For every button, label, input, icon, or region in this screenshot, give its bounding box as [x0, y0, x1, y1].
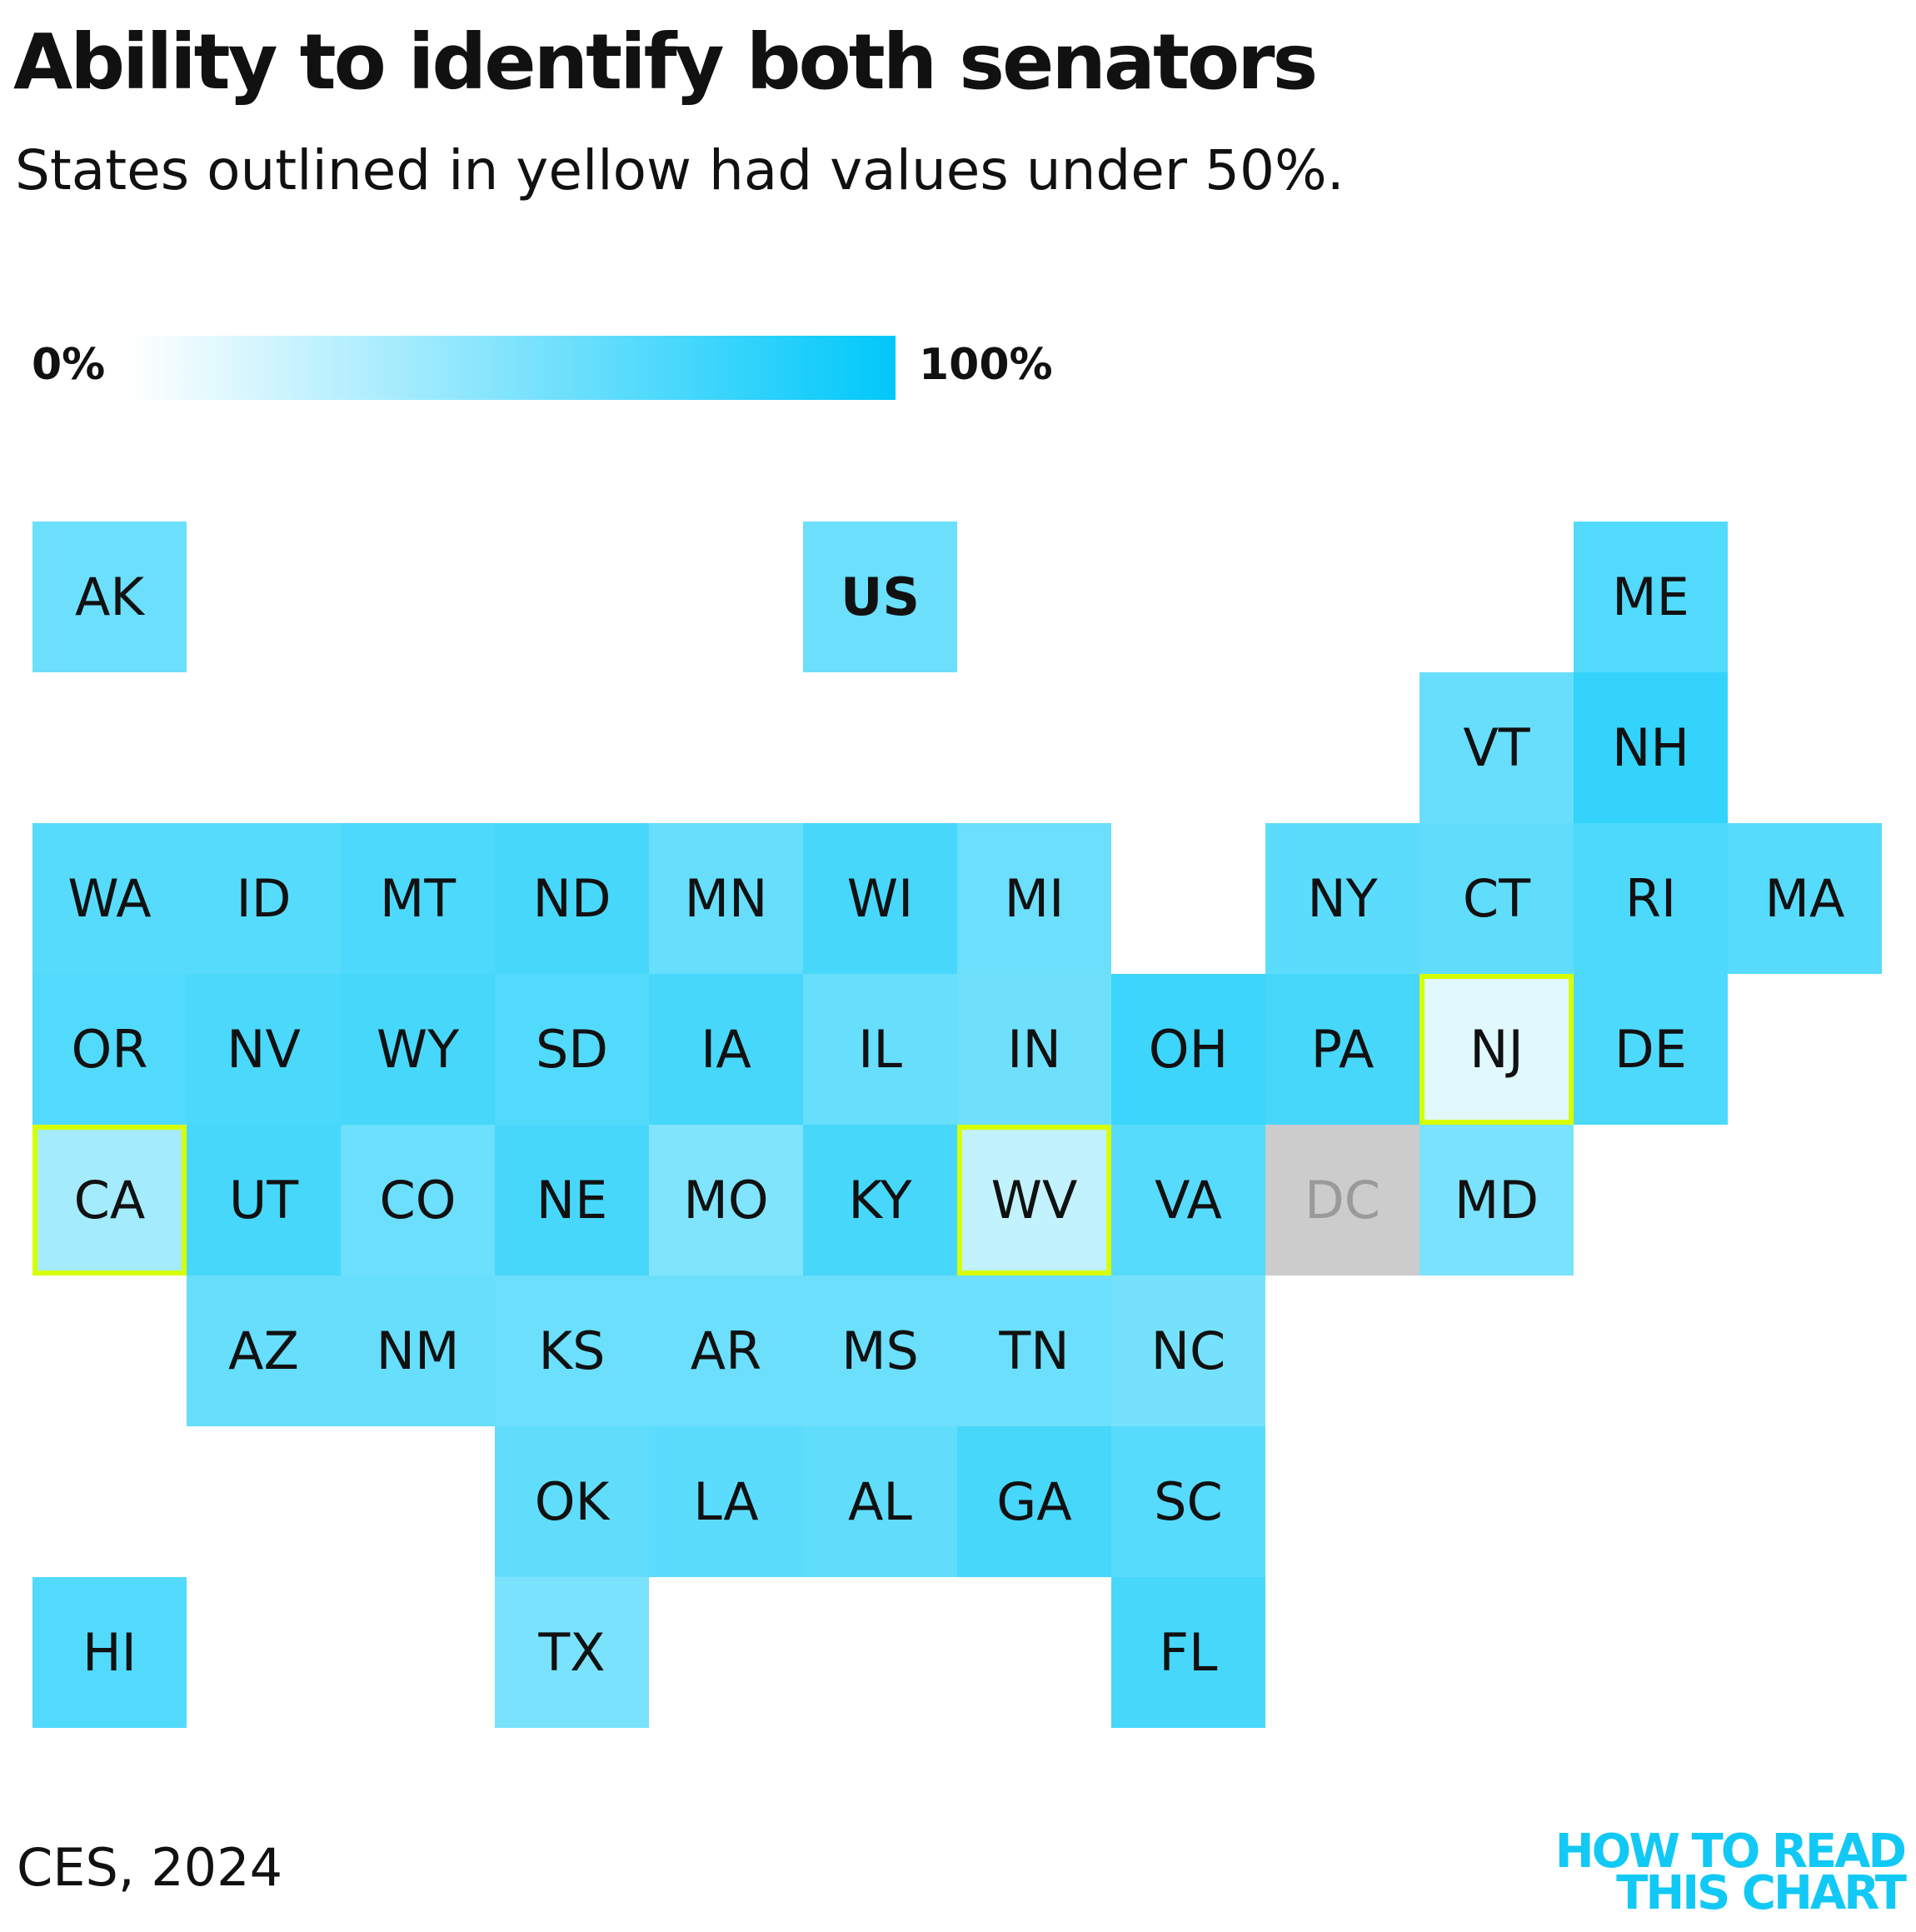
state-tile-ga: GA [957, 1426, 1111, 1577]
state-tile-wv: WV [957, 1125, 1111, 1276]
state-tile-il: IL [803, 974, 957, 1125]
state-tile-ri: RI [1574, 823, 1728, 974]
chart-subtitle: States outlined in yellow had values und… [15, 138, 1345, 202]
state-tile-co: CO [341, 1125, 495, 1276]
state-tile-ms: MS [803, 1276, 957, 1426]
state-tile-mn: MN [649, 823, 803, 974]
state-tile-de: DE [1574, 974, 1728, 1125]
state-tile-wy: WY [341, 974, 495, 1125]
chart-title: Ability to identify both senators [13, 17, 1319, 107]
state-tile-tn: TN [957, 1276, 1111, 1426]
state-tile-ma: MA [1728, 823, 1882, 974]
state-tile-nc: NC [1111, 1276, 1265, 1426]
state-tile-ia: IA [649, 974, 803, 1125]
brand-logo-line1: HOW TO READ [1554, 1825, 1907, 1879]
state-tile-vt: VT [1420, 672, 1574, 823]
state-tile-mt: MT [341, 823, 495, 974]
legend-max-label: 100% [919, 340, 1053, 390]
state-tile-fl: FL [1111, 1577, 1265, 1728]
state-tile-ct: CT [1420, 823, 1574, 974]
state-tile-oh: OH [1111, 974, 1265, 1125]
state-tile-ca: CA [32, 1125, 187, 1276]
state-tile-al: AL [803, 1426, 957, 1577]
state-tile-va: VA [1111, 1125, 1265, 1276]
state-tile-nd: ND [495, 823, 649, 974]
state-tile-or: OR [32, 974, 187, 1125]
state-tile-ny: NY [1265, 823, 1420, 974]
state-tile-wa: WA [32, 823, 187, 974]
brand-logo-line2: THIS CHART [1616, 1866, 1907, 1920]
state-tile-ok: OK [495, 1426, 649, 1577]
state-tile-la: LA [649, 1426, 803, 1577]
chart-title-emphasis: both senators [746, 17, 1319, 107]
state-tile-nm: NM [341, 1276, 495, 1426]
state-tile-me: ME [1574, 522, 1728, 672]
state-tile-id: ID [187, 823, 341, 974]
legend-gradient-bar [129, 336, 896, 400]
state-tile-pa: PA [1265, 974, 1420, 1125]
state-tile-md: MD [1420, 1125, 1574, 1276]
state-tile-sc: SC [1111, 1426, 1265, 1577]
chart-title-part1: Ability to identify [13, 17, 746, 107]
state-tile-ak: AK [32, 522, 187, 672]
state-tile-us: US [803, 522, 957, 672]
state-tile-wi: WI [803, 823, 957, 974]
state-tile-ut: UT [187, 1125, 341, 1276]
state-tile-sd: SD [495, 974, 649, 1125]
legend-min-label: 0% [32, 340, 106, 390]
state-tile-az: AZ [187, 1276, 341, 1426]
state-tile-ne: NE [495, 1125, 649, 1276]
state-tile-dc: DC [1265, 1125, 1420, 1276]
source-note: CES, 2024 [17, 1837, 283, 1898]
state-tile-mo: MO [649, 1125, 803, 1276]
state-tile-in: IN [957, 974, 1111, 1125]
state-tile-ar: AR [649, 1276, 803, 1426]
brand-logo: HOW TO READ THIS CHART [1554, 1825, 1907, 1920]
state-tile-nv: NV [187, 974, 341, 1125]
state-tile-hi: HI [32, 1577, 187, 1728]
state-tile-ky: KY [803, 1125, 957, 1276]
state-tile-nj: NJ [1420, 974, 1574, 1125]
state-tile-tx: TX [495, 1577, 649, 1728]
state-tile-mi: MI [957, 823, 1111, 974]
state-tile-nh: NH [1574, 672, 1728, 823]
state-tile-ks: KS [495, 1276, 649, 1426]
